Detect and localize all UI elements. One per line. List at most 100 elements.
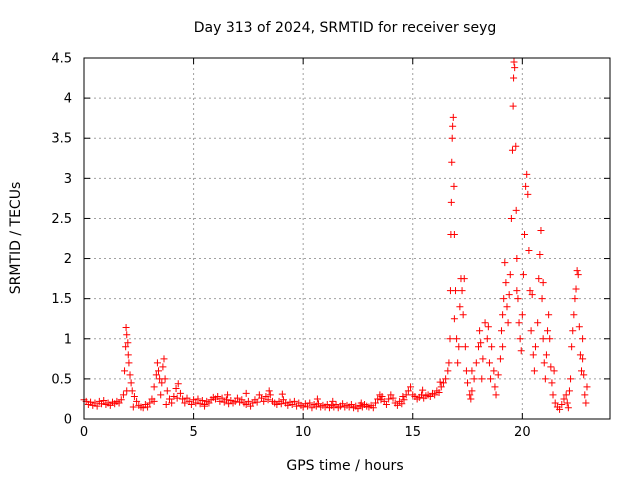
data-point	[222, 396, 230, 404]
data-point	[446, 335, 454, 343]
data-point	[519, 271, 527, 279]
data-point	[547, 363, 555, 371]
data-point	[534, 319, 542, 327]
data-point	[146, 399, 154, 407]
data-point	[567, 375, 575, 383]
data-point	[400, 396, 408, 404]
data-point	[150, 397, 158, 405]
data-point	[542, 351, 550, 359]
data-point	[100, 397, 108, 405]
data-point	[512, 206, 520, 214]
data-point	[374, 395, 382, 403]
data-point	[498, 327, 506, 335]
data-point	[556, 405, 564, 413]
data-point	[357, 399, 365, 407]
data-point	[507, 214, 515, 222]
data-point	[399, 393, 407, 401]
data-point	[278, 390, 286, 398]
y-tick-label: 4	[64, 92, 72, 107]
data-point	[530, 367, 538, 375]
data-point	[436, 378, 444, 386]
data-point	[569, 327, 577, 335]
data-point	[490, 367, 498, 375]
data-point	[505, 291, 513, 299]
data-point	[466, 391, 474, 399]
data-point	[125, 359, 133, 367]
data-point	[575, 323, 583, 331]
data-point	[541, 375, 549, 383]
data-point	[157, 391, 165, 399]
data-point	[574, 271, 582, 279]
data-point	[536, 251, 544, 259]
data-point	[459, 311, 467, 319]
data-point	[470, 375, 478, 383]
data-point	[144, 403, 152, 411]
data-point	[550, 367, 558, 375]
data-point	[531, 343, 539, 351]
data-point	[187, 401, 195, 409]
data-point	[277, 400, 285, 408]
data-point	[478, 375, 486, 383]
data-point	[504, 319, 512, 327]
data-point	[450, 182, 458, 190]
data-point	[517, 347, 525, 355]
data-point	[539, 335, 547, 343]
data-point	[535, 275, 543, 283]
data-point	[483, 335, 491, 343]
data-point	[431, 391, 439, 399]
data-point	[513, 287, 521, 295]
data-point	[494, 371, 502, 379]
data-point	[564, 404, 572, 412]
data-point	[176, 389, 184, 397]
data-point	[540, 359, 548, 367]
data-point	[562, 391, 570, 399]
data-point	[492, 391, 500, 399]
data-point	[398, 400, 406, 408]
data-point	[445, 359, 453, 367]
data-point	[402, 391, 410, 399]
data-point	[537, 226, 545, 234]
data-point	[453, 335, 461, 343]
y-tick-label: 0	[64, 413, 72, 428]
data-point	[516, 335, 524, 343]
data-point	[124, 339, 132, 347]
data-point	[393, 401, 401, 409]
y-tick-label: 2.5	[51, 212, 72, 227]
x-tick-label: 10	[295, 425, 312, 440]
data-point	[130, 393, 138, 401]
data-point	[329, 397, 337, 405]
y-tick-label: 3.5	[51, 132, 72, 147]
data-point	[578, 367, 586, 375]
data-point	[526, 287, 534, 295]
data-point	[449, 122, 457, 130]
data-point	[539, 279, 547, 287]
data-point	[512, 142, 520, 150]
data-point	[501, 259, 509, 267]
y-tick-label: 0.5	[51, 372, 72, 387]
data-point	[475, 343, 482, 351]
data-point	[485, 359, 493, 367]
data-point	[468, 387, 476, 395]
data-point	[93, 402, 101, 410]
data-point	[456, 303, 464, 311]
data-point	[572, 285, 580, 293]
data-point	[468, 367, 476, 375]
x-tick-label: 15	[404, 425, 421, 440]
data-point	[242, 389, 250, 397]
data-point	[198, 397, 206, 405]
data-point	[506, 271, 514, 279]
x-axis-label: GPS time / hours	[286, 458, 403, 474]
data-point	[119, 391, 127, 399]
data-point	[491, 383, 499, 391]
data-point	[551, 399, 559, 407]
data-point	[306, 399, 314, 407]
y-tick-label: 4.5	[51, 52, 72, 67]
data-point	[160, 355, 168, 363]
data-point	[389, 394, 397, 402]
data-point	[518, 311, 526, 319]
data-point	[201, 402, 209, 410]
data-point	[477, 339, 485, 347]
data-point	[573, 267, 581, 275]
data-point	[522, 182, 530, 190]
